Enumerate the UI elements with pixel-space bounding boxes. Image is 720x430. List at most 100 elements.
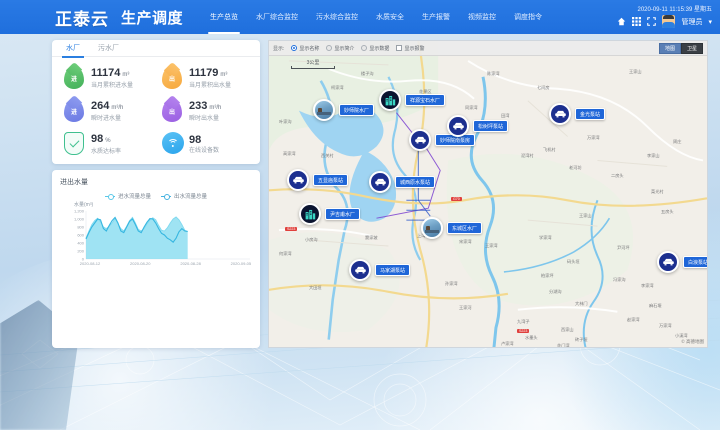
tab-1[interactable]: 污水厂 xyxy=(98,45,119,52)
map-place-label: 李家湾 xyxy=(641,283,654,288)
map-place-label: 王家山 xyxy=(629,69,642,74)
chart-legend: 进水流量总量 出水流量总量 xyxy=(60,192,252,200)
map-panel[interactable]: 高家湾 西关村 叶家沟 柯家湾 楼子沟 花果区 同家湾 陈家湾 七间房 王家山 田湾 万家湾 飞机村 老河… xyxy=(268,40,708,348)
radio-option-2[interactable]: 显示数据 xyxy=(361,45,389,52)
map-place-label: 窦家坡 xyxy=(365,235,378,240)
map-marker-label[interactable]: 尹吉甫水厂 xyxy=(325,208,361,220)
nav-item-2[interactable]: 污水综合监控 xyxy=(316,14,359,21)
map-place-label: 王家山 xyxy=(579,213,592,218)
checkbox-icon[interactable] xyxy=(396,45,403,51)
page-title: 生产调度 xyxy=(121,9,184,27)
map-place-label: 万家湾 xyxy=(587,135,600,140)
nav-item-1[interactable]: 水厂综合监控 xyxy=(256,14,299,21)
map-marker-label[interactable]: 白浪泵站 xyxy=(683,256,707,268)
flow-chart-card: 进出水量 进水流量总量 出水流量总量 水量(m³) 0 200 400 600 800 1… xyxy=(52,170,260,348)
factory-photo-icon[interactable] xyxy=(313,99,335,121)
pump-station-icon[interactable] xyxy=(287,169,309,191)
map-marker-label[interactable]: 马家湖泵站 xyxy=(375,264,411,276)
avatar[interactable] xyxy=(662,15,676,28)
home-icon[interactable] xyxy=(617,17,626,26)
nav-item-5[interactable]: 视频监控 xyxy=(468,14,497,21)
map-place-label: 泥湾村 xyxy=(521,153,534,158)
map-marker-label[interactable]: 妙师院水厂 xyxy=(339,104,375,116)
legend-item-outflow[interactable]: 出水流量总量 xyxy=(161,192,207,200)
fullscreen-icon[interactable] xyxy=(647,17,657,26)
plant-tabs: 水厂 污水厂 xyxy=(52,40,260,58)
map-marker[interactable]: 白浪泵站 xyxy=(657,251,707,273)
pump-station-icon[interactable] xyxy=(369,171,391,193)
pump-station-icon[interactable] xyxy=(447,115,469,137)
nav-item-6[interactable]: 调度指令 xyxy=(514,14,543,21)
map-road-badge: S223 xyxy=(517,329,530,333)
plant-building-icon[interactable] xyxy=(299,203,321,225)
stat-item: 进 11174 m³ 当月累积进水量 xyxy=(58,66,156,90)
radio-icon[interactable] xyxy=(326,45,333,51)
map-marker[interactable]: 松树坪泵站 xyxy=(447,115,509,137)
map-marker[interactable]: 马家湖泵站 xyxy=(349,259,411,281)
svg-text:2020-08-20: 2020-08-20 xyxy=(130,261,151,266)
chevron-down-icon[interactable]: ▾ xyxy=(708,18,712,26)
map-place-label: 孙家湾 xyxy=(445,281,458,286)
pump-station-icon[interactable] xyxy=(549,103,571,125)
plant-building-icon[interactable] xyxy=(379,89,401,111)
map-place-label: 赵家湾 xyxy=(627,317,640,322)
map-marker[interactable]: 五显庙泵站 xyxy=(287,169,349,191)
factory-photo-icon[interactable] xyxy=(421,217,443,239)
map-marker-label[interactable]: 东城区水厂 xyxy=(447,222,483,234)
radio-icon[interactable] xyxy=(361,45,368,51)
radio-icon[interactable] xyxy=(291,45,298,51)
map-marker-label[interactable]: 祥源宝石水厂 xyxy=(405,94,446,106)
left-panel: 水厂 污水厂 进 11174 m³ 当月累积进水量出 11179 m³ 当月累积出水量进 264… xyxy=(52,40,260,348)
map-marker[interactable]: 尹吉甫水厂 xyxy=(299,203,361,225)
main-nav: 生产总览 水厂综合监控 污水综合监控 水质安全 生产报警 视频监控 调度指令 xyxy=(201,0,551,34)
map-place-label: 田湾 xyxy=(501,113,510,118)
map-marker-label[interactable]: 松树坪泵站 xyxy=(473,120,509,132)
nav-item-4[interactable]: 生产报警 xyxy=(422,14,451,21)
pump-station-icon[interactable] xyxy=(409,129,431,151)
avatar-hair xyxy=(663,15,675,19)
chart-area-inflow xyxy=(86,217,188,259)
header-icon-group: 管理员 ▾ xyxy=(617,15,712,28)
map-marker-label[interactable]: 城西原水泵站 xyxy=(395,176,436,188)
map-marker[interactable]: 妙师院南泵房 xyxy=(409,129,476,151)
map-place-label: 西家山 xyxy=(561,327,574,332)
plant-photo xyxy=(425,224,439,233)
map-marker[interactable]: 东城区水厂 xyxy=(421,217,483,239)
map-marker[interactable]: 祥源宝石水厂 xyxy=(379,89,446,111)
pump-station-icon[interactable] xyxy=(349,259,371,281)
map-place-label: 同家湾 xyxy=(465,105,478,110)
map-marker-label[interactable]: 金光泵站 xyxy=(575,108,606,120)
user-name[interactable]: 管理员 xyxy=(681,18,703,26)
legend-item-inflow[interactable]: 进水流量总量 xyxy=(104,192,151,200)
map-place-label: 宋家湾 xyxy=(459,239,472,244)
map-place-label: 菜光村 xyxy=(651,189,664,194)
map-place-label: 万家湾 xyxy=(659,323,672,328)
map-place-label: 二房头 xyxy=(611,173,624,178)
map-marker[interactable]: 妙师院水厂 xyxy=(313,99,375,121)
legend-swatch xyxy=(161,193,171,200)
drop-green-in: 进 xyxy=(64,66,86,90)
map-type-button-1[interactable]: 卫星 xyxy=(680,42,703,54)
nav-item-0[interactable]: 生产总览 xyxy=(201,0,247,34)
drop-blue-in: 进 xyxy=(64,99,86,123)
map-scale-text: 3公里 xyxy=(306,60,320,66)
stat-label: 当月累积进水量 xyxy=(91,82,134,89)
grid-icon[interactable] xyxy=(632,17,642,26)
map-marker-label[interactable]: 五显庙泵站 xyxy=(313,174,349,186)
map-place-label: 麻石堰 xyxy=(649,303,662,308)
map-marker[interactable]: 城西原水泵站 xyxy=(369,171,436,193)
map-type-button-0[interactable]: 地图 xyxy=(658,42,681,54)
tab-0[interactable]: 水厂 xyxy=(57,40,89,58)
plant-base xyxy=(425,230,439,233)
datetime-display: 2020-09-11 11:15:39 星期五 xyxy=(637,7,713,13)
map-place-label: 周庄 xyxy=(673,139,682,144)
map-toolbar: 显示: 显示名称 显示简介 显示数据 显示报警 地图 卫星 xyxy=(269,41,707,56)
radio-option-1[interactable]: 显示简介 xyxy=(326,45,354,52)
stat-text: 11179 m³ 当月累积出水量 xyxy=(189,67,231,90)
pump-station-icon[interactable] xyxy=(657,251,679,273)
radio-option-0[interactable]: 显示名称 xyxy=(291,45,319,52)
map-marker[interactable]: 金光泵站 xyxy=(549,103,606,125)
logo[interactable]: 正泰云 xyxy=(55,9,109,30)
nav-item-3[interactable]: 水质安全 xyxy=(376,14,405,21)
checkbox-option-3[interactable]: 显示报警 xyxy=(396,45,424,52)
